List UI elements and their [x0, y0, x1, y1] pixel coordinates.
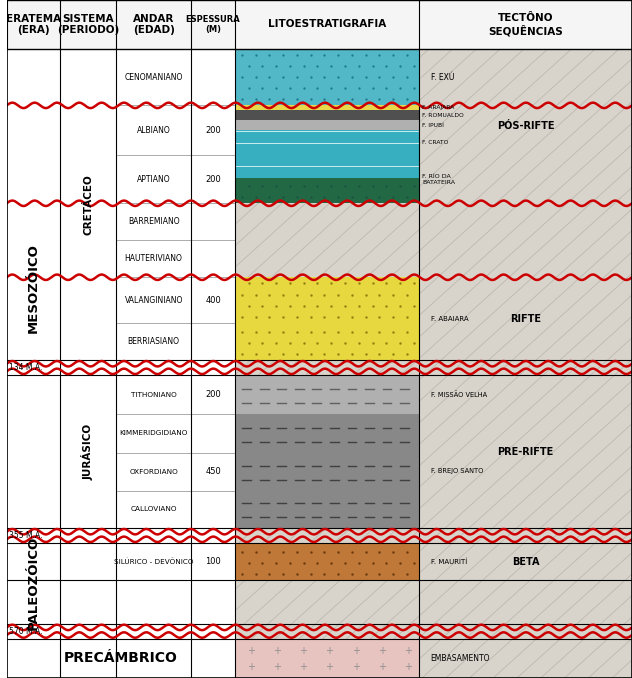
Bar: [235, 375, 420, 414]
Text: +: +: [246, 646, 255, 656]
Bar: [235, 178, 420, 203]
Text: KIMMERIDGIDIANO: KIMMERIDGIDIANO: [119, 431, 188, 437]
Bar: [235, 543, 420, 580]
Text: F. ARAJARA: F. ARAJARA: [422, 105, 454, 111]
Text: 200: 200: [205, 126, 221, 135]
Text: 355 M.A.: 355 M.A.: [9, 531, 42, 540]
Text: PÓS-RIFTE: PÓS-RIFTE: [497, 121, 554, 131]
Text: CENOMANIANO: CENOMANIANO: [125, 73, 183, 81]
Bar: [7, 0, 632, 49]
Text: +: +: [378, 646, 386, 656]
Text: +: +: [299, 662, 307, 672]
Text: BETA: BETA: [512, 557, 540, 567]
Text: 100: 100: [205, 557, 221, 566]
Text: F. BREJO SANTO: F. BREJO SANTO: [430, 468, 483, 474]
Text: MESOZÓICO: MESOZÓICO: [27, 243, 40, 334]
Bar: [235, 639, 420, 678]
Text: +: +: [325, 662, 334, 672]
Text: EMBASAMENTO: EMBASAMENTO: [430, 654, 490, 663]
Bar: [235, 155, 420, 178]
Text: +: +: [246, 662, 255, 672]
Text: JURÁSICO: JURÁSICO: [82, 424, 94, 479]
Text: 570 M.A.: 570 M.A.: [9, 626, 42, 636]
Text: +: +: [404, 662, 412, 672]
Text: +: +: [378, 662, 386, 672]
Bar: [235, 49, 420, 105]
Bar: [235, 277, 420, 323]
Text: +: +: [325, 646, 334, 656]
Text: VALANGINIANO: VALANGINIANO: [125, 296, 183, 304]
Text: SISTEMA
(PERIODO): SISTEMA (PERIODO): [57, 14, 119, 35]
Text: PRE-RIFTE: PRE-RIFTE: [497, 447, 554, 456]
Text: TITHONIANO: TITHONIANO: [131, 392, 176, 398]
Text: F. IPUBÍ: F. IPUBÍ: [422, 123, 444, 128]
Text: 200: 200: [205, 175, 221, 184]
Text: F. MAURITÍ: F. MAURITÍ: [430, 559, 467, 565]
Bar: [235, 130, 420, 155]
Text: PALEOZÓICO: PALEOZÓICO: [27, 536, 40, 631]
Text: ANDAR
(EDAD): ANDAR (EDAD): [133, 14, 174, 35]
Text: +: +: [352, 646, 360, 656]
Text: 400: 400: [205, 296, 221, 304]
Bar: [235, 111, 420, 121]
Bar: [235, 105, 420, 111]
Bar: [235, 414, 420, 453]
Text: ERATEMA
(ERA): ERATEMA (ERA): [6, 14, 61, 35]
Text: CALLOVIANO: CALLOVIANO: [130, 506, 177, 513]
Text: F. CRATO: F. CRATO: [422, 140, 448, 145]
Bar: [235, 323, 420, 360]
Text: ESPESSURA
(M): ESPESSURA (M): [186, 15, 240, 34]
Text: +: +: [273, 646, 281, 656]
Text: PRECÁMBRICO: PRECÁMBRICO: [64, 652, 178, 665]
Text: SILÚRICO - DEVÔNICO: SILÚRICO - DEVÔNICO: [114, 559, 193, 565]
Text: OXFORDIANO: OXFORDIANO: [130, 468, 178, 475]
Text: F. ABAIARA: F. ABAIARA: [430, 315, 468, 321]
Text: F. MISSÃO VELHA: F. MISSÃO VELHA: [430, 391, 487, 398]
Text: BERRIASIANO: BERRIASIANO: [128, 337, 179, 346]
Text: F. EXÚ: F. EXÚ: [430, 73, 454, 81]
Text: LITOESTRATIGRAFIA: LITOESTRATIGRAFIA: [268, 20, 386, 29]
Text: 200: 200: [205, 391, 221, 399]
Text: +: +: [299, 646, 307, 656]
Text: RIFTE: RIFTE: [510, 314, 541, 323]
Text: CRETÁCEO: CRETÁCEO: [83, 174, 93, 235]
Text: TECTÔNO
SEQUÊNCIAS: TECTÔNO SEQUÊNCIAS: [489, 13, 563, 36]
Bar: [235, 453, 420, 491]
Text: F. RÍO DA
BATATEIRA: F. RÍO DA BATATEIRA: [422, 174, 455, 184]
Bar: [7, 49, 235, 678]
Bar: [235, 121, 420, 130]
Text: F. ROMUALDO: F. ROMUALDO: [422, 113, 464, 118]
Text: ALBIANO: ALBIANO: [137, 126, 171, 135]
Text: 134 M.A.: 134 M.A.: [9, 363, 42, 372]
Text: 450: 450: [205, 467, 221, 476]
Text: BARREMIANO: BARREMIANO: [128, 217, 179, 226]
Text: +: +: [273, 662, 281, 672]
Text: +: +: [404, 646, 412, 656]
Text: +: +: [352, 662, 360, 672]
Text: APTIANO: APTIANO: [137, 175, 171, 184]
Text: HAUTERIVIANO: HAUTERIVIANO: [125, 254, 183, 263]
Bar: [235, 491, 420, 528]
Bar: [235, 49, 632, 678]
